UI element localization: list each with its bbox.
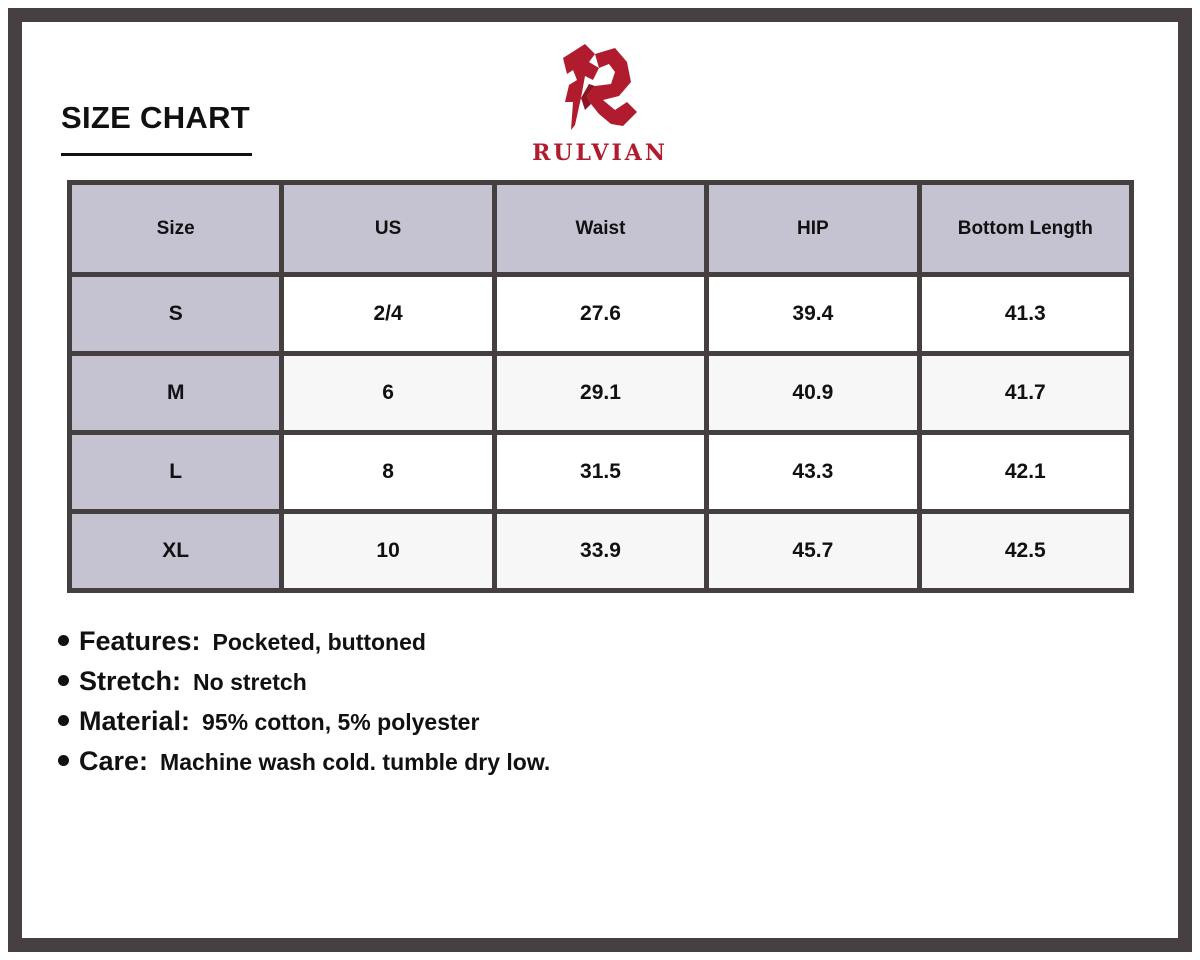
feature-item: Features: Pocketed, buttoned (58, 626, 426, 657)
bullet-icon (58, 755, 69, 766)
feature-value: Pocketed, buttoned (212, 629, 426, 655)
cell-waist: 27.6 (496, 277, 705, 352)
table-header-row: Size US Waist HIP Bottom Length (72, 185, 1129, 273)
cell-waist: 31.5 (496, 435, 705, 509)
cell-size: L (72, 435, 280, 509)
cell-hip: 40.9 (709, 356, 917, 431)
feature-label: Features: (79, 626, 201, 656)
feature-label: Material: (79, 706, 191, 736)
cell-bottom-length: 42.1 (921, 435, 1129, 509)
feature-label: Care: (79, 746, 149, 776)
feature-value: No stretch (193, 669, 307, 695)
feature-value: 95% cotton, 5% polyester (202, 709, 480, 735)
logo-r-icon (563, 44, 637, 130)
size-table: Size US Waist HIP Bottom Length S 2/4 27… (67, 180, 1134, 593)
header-size: Size (72, 185, 280, 273)
header-hip: HIP (709, 185, 917, 273)
table-row: L 8 31.5 43.3 42.1 (72, 435, 1129, 509)
cell-us: 6 (284, 356, 492, 431)
cell-hip: 45.7 (709, 513, 917, 588)
bullet-icon (58, 675, 69, 686)
cell-size: S (72, 277, 280, 352)
bullet-icon (58, 715, 69, 726)
cell-size: XL (72, 513, 280, 588)
cell-us: 2/4 (284, 277, 492, 352)
cell-bottom-length: 42.5 (921, 513, 1129, 588)
brand-logo: RULVIAN (515, 40, 685, 166)
table-row: M 6 29.1 40.9 41.7 (72, 356, 1129, 431)
logo-wordmark: RULVIAN (532, 140, 668, 166)
page-title: SIZE CHART (61, 100, 250, 135)
feature-item: Care: Machine wash cold. tumble dry low. (58, 746, 550, 777)
bullet-icon (58, 635, 69, 646)
cell-hip: 43.3 (709, 435, 917, 509)
header-bottom-length: Bottom Length (921, 185, 1129, 273)
header-waist: Waist (496, 185, 705, 273)
cell-bottom-length: 41.3 (921, 277, 1129, 352)
table-row: S 2/4 27.6 39.4 41.3 (72, 277, 1129, 352)
cell-size: M (72, 356, 280, 431)
header-us: US (284, 185, 492, 273)
cell-waist: 29.1 (496, 356, 705, 431)
feature-value: Machine wash cold. tumble dry low. (160, 749, 551, 775)
title-underline (61, 153, 252, 156)
cell-us: 10 (284, 513, 492, 588)
feature-label: Stretch: (79, 666, 182, 696)
cell-us: 8 (284, 435, 492, 509)
cell-waist: 33.9 (496, 513, 705, 588)
feature-item: Material: 95% cotton, 5% polyester (58, 706, 479, 737)
cell-bottom-length: 41.7 (921, 356, 1129, 431)
feature-item: Stretch: No stretch (58, 666, 307, 697)
table-row: XL 10 33.9 45.7 42.5 (72, 513, 1129, 588)
cell-hip: 39.4 (709, 277, 917, 352)
